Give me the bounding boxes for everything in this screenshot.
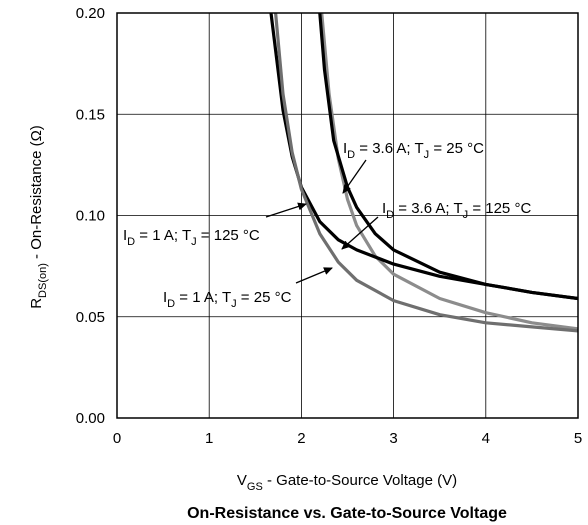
x-tick-label: 4 — [482, 430, 490, 447]
y-tick-labels: 0.00 0.05 0.10 0.15 0.20 — [76, 5, 105, 427]
plot-frame — [116, 12, 579, 419]
y-tick-label: 0.10 — [76, 208, 105, 225]
series-line-4 — [274, 13, 578, 333]
series-lines — [269, 13, 578, 333]
annotation-label: ID = 1 A; TJ = 25 °C — [163, 289, 292, 310]
annotation-id36-tj125: ID = 3.6 A; TJ = 125 °C — [341, 200, 531, 250]
x-tick-label: 1 — [205, 430, 213, 447]
y-tick-label: 0.00 — [76, 410, 105, 427]
x-axis-label: VGS - Gate-to-Source Voltage (V) — [237, 472, 457, 493]
annotation-label: ID = 3.6 A; TJ = 25 °C — [343, 140, 484, 161]
x-tick-label: 3 — [389, 430, 397, 447]
x-tick-labels: 0 1 2 3 4 5 — [113, 430, 582, 447]
x-tick-label: 5 — [574, 430, 582, 447]
x-tick-label: 2 — [297, 430, 305, 447]
x-tick-label: 0 — [113, 430, 121, 447]
y-tick-label: 0.05 — [76, 309, 105, 326]
annotation-id1-tj125: ID = 1 A; TJ = 125 °C — [123, 202, 307, 248]
annotation-label: ID = 1 A; TJ = 125 °C — [123, 227, 260, 248]
y-tick-label: 0.20 — [76, 5, 105, 22]
annotation-label: ID = 3.6 A; TJ = 125 °C — [382, 200, 531, 221]
chart-title: On-Resistance vs. Gate-to-Source Voltage — [187, 505, 507, 522]
annotation-id1-tj25: ID = 1 A; TJ = 25 °C — [163, 267, 333, 310]
y-axis-label: RDS(on) - On-Resistance (Ω) — [28, 125, 49, 309]
y-tick-label: 0.15 — [76, 106, 105, 123]
annotation-id36-tj25: ID = 3.6 A; TJ = 25 °C — [342, 140, 484, 194]
